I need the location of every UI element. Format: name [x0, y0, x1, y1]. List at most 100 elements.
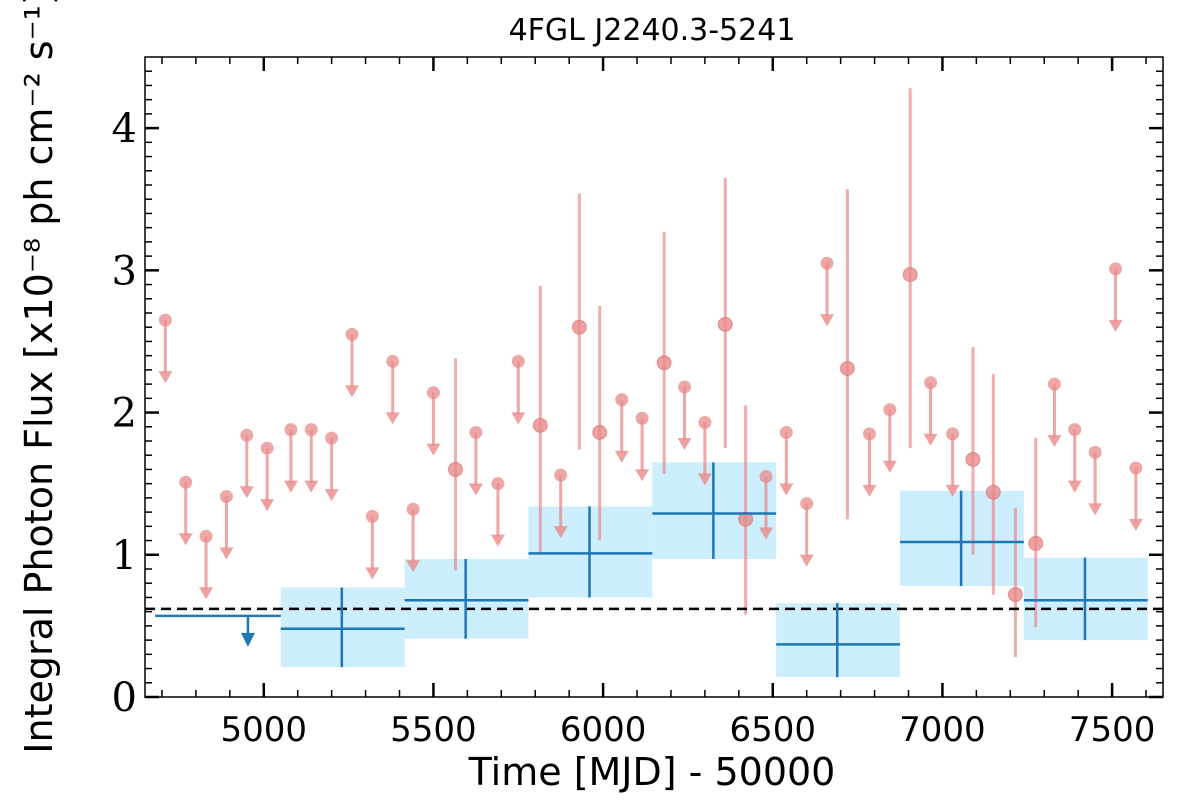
upper-limit-arrowhead [283, 480, 298, 493]
short-bin-upper-limit [553, 468, 568, 539]
short-bin-upper-limit [158, 313, 173, 384]
short-bin-upper-limit [862, 427, 877, 497]
upper-limit-arrowhead [178, 533, 193, 546]
upper-limit-marker [1108, 262, 1122, 276]
upper-limit-arrowhead [945, 484, 960, 497]
short-bin-upper-limit [697, 416, 712, 486]
y-tick-label: 0 [112, 675, 137, 721]
detection-marker [1028, 535, 1044, 551]
x-tick-label: 6500 [730, 710, 817, 750]
detection-marker [1007, 587, 1023, 603]
short-bin-points [158, 88, 1143, 658]
short-bin-upper-limit [304, 423, 319, 493]
short-bin-upper-limit [468, 425, 483, 496]
upper-limit-arrowhead [219, 547, 234, 560]
short-bin-detection [571, 193, 587, 450]
upper-limit-arrowhead [820, 314, 835, 327]
short-bin-upper-limit [799, 497, 814, 567]
y-tick-label: 4 [112, 106, 137, 152]
short-bin-upper-limit [945, 427, 960, 497]
detection-marker [656, 355, 672, 371]
short-bin-upper-limit [426, 386, 441, 456]
upper-limit-marker [1088, 445, 1102, 459]
upper-limit-arrowhead [1088, 503, 1103, 516]
short-bin-upper-limit [324, 431, 339, 502]
upper-limit-arrowhead [260, 499, 275, 512]
long-bin-detection [404, 559, 529, 639]
upper-limit-arrowhead [324, 489, 339, 502]
upper-limit-marker [1129, 461, 1143, 475]
detection-marker [985, 484, 1001, 500]
detection-marker [738, 511, 754, 527]
long-bin-detection [652, 462, 777, 560]
short-bin-detection [965, 347, 981, 555]
upper-limit-marker [511, 354, 525, 368]
upper-limit-arrowhead [1108, 319, 1123, 332]
short-bin-detection [447, 358, 463, 571]
long-bin-upper-limit [155, 614, 281, 647]
detection-marker [592, 424, 608, 440]
axis-ticks [145, 57, 1163, 699]
upper-limit-marker [491, 477, 505, 491]
short-bin-detection [717, 177, 733, 449]
short-bin-upper-limit [779, 425, 794, 496]
long-bin-detection [900, 490, 1024, 587]
short-bin-detection [839, 189, 855, 520]
short-bin-upper-limit [199, 529, 214, 600]
upper-limit-marker [779, 425, 793, 439]
upper-limit-marker [820, 256, 834, 270]
short-bin-detection [1007, 507, 1023, 658]
upper-limit-marker [1068, 423, 1082, 437]
long-bin-detection [1023, 557, 1148, 641]
upper-limit-marker [406, 502, 420, 516]
detection-marker [532, 417, 548, 433]
short-bin-upper-limit [283, 423, 298, 493]
short-bin-detection [902, 88, 918, 449]
upper-limit-arrowhead [406, 560, 421, 573]
y-tick-label: 1 [112, 533, 137, 579]
upper-limit-arrowhead [199, 587, 214, 600]
upper-limit-arrowhead [758, 527, 773, 540]
short-bin-upper-limit [820, 256, 835, 327]
short-bin-detection [738, 405, 754, 615]
upper-limit-arrowhead [799, 554, 814, 567]
x-axis-label: Time [MJD] - 50000 [468, 750, 836, 794]
y-axis-label: Integral Photon Flux [x10⁻⁸ ph cm⁻² s⁻¹] [17, 0, 61, 754]
x-tick-labels: 5000 5500 6000 6500 7000 7500 [221, 710, 1156, 750]
short-bin-detection [985, 374, 1001, 595]
long-bin-points [155, 462, 1148, 678]
upper-limit-arrowhead [468, 483, 483, 496]
short-bin-upper-limit [406, 502, 421, 573]
short-bin-upper-limit [635, 411, 650, 482]
upper-limit-marker [386, 354, 400, 368]
upper-limit-marker [1047, 377, 1061, 391]
short-bin-upper-limit [758, 470, 773, 540]
upper-limit-marker [219, 489, 233, 503]
short-bin-detection [532, 285, 548, 555]
upper-limit-marker [179, 475, 193, 489]
upper-limit-marker [469, 425, 483, 439]
short-bin-upper-limit [490, 477, 505, 547]
long-bin-detection [280, 587, 405, 668]
detection-marker [839, 360, 855, 376]
y-tick-labels: 0 1 2 3 4 [112, 106, 137, 721]
x-tick-label: 7500 [1069, 710, 1156, 750]
upper-limit-arrowhead [239, 486, 254, 499]
upper-limit-arrowhead [158, 371, 173, 384]
short-bin-upper-limit [344, 327, 359, 398]
short-bin-upper-limit [260, 441, 275, 512]
upper-limit-marker [924, 376, 938, 390]
chart-title: 4FGL J2240.3-5241 [509, 13, 796, 48]
upper-limit-arrowhead [344, 385, 359, 398]
upper-limit-arrowhead [923, 433, 938, 446]
upper-limit-arrowhead [614, 450, 629, 463]
short-bin-upper-limit [1108, 262, 1123, 332]
upper-limit-marker [554, 468, 568, 482]
y-tick-label: 2 [112, 391, 137, 437]
upper-limit-marker [946, 427, 960, 441]
short-bin-detection [592, 305, 608, 541]
upper-limit-arrowhead [677, 437, 692, 450]
upper-limit-arrowhead [385, 412, 400, 425]
detection-marker [447, 461, 463, 477]
